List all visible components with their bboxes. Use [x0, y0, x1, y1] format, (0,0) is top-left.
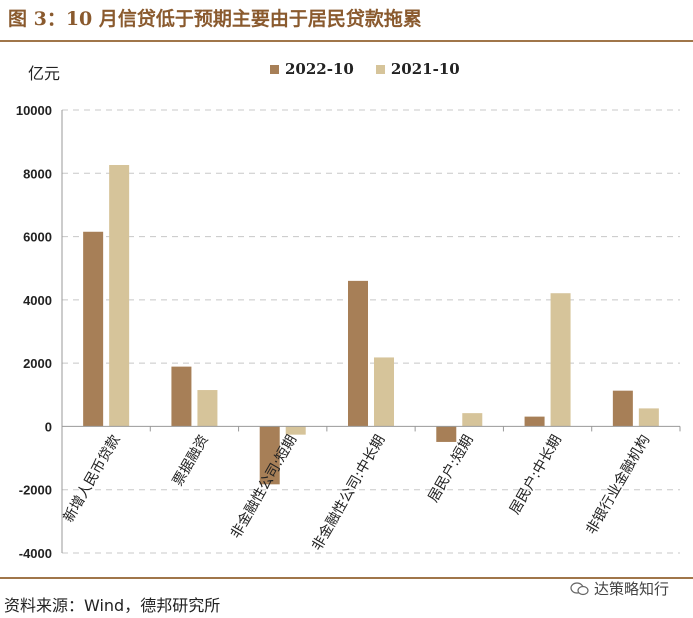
source-note: 资料来源：Wind，德邦研究所	[4, 596, 221, 615]
bar-2022	[171, 366, 192, 427]
bar-2021	[462, 413, 483, 427]
y-tick-label: 8000	[23, 166, 52, 181]
watermark-text: 达策略知行	[593, 580, 669, 598]
watermark: 达策略知行	[570, 578, 669, 599]
bar-2021	[638, 408, 659, 427]
x-category-label: 新增人民币贷款	[61, 432, 124, 525]
bar-2022	[83, 231, 104, 427]
bar-2022	[612, 390, 633, 427]
x-category-label: 居民户:中长期	[506, 432, 565, 517]
x-category-label: 非金融性公司:中长期	[309, 432, 388, 553]
bar-2021	[550, 293, 571, 427]
bar-2022	[524, 416, 545, 427]
bar-2022	[436, 426, 457, 442]
chart-legend: 2022-10 2021-10	[270, 60, 482, 78]
y-tick-label: -2000	[19, 483, 52, 498]
y-tick-label: 6000	[23, 230, 52, 245]
x-category-label: 居民户:短期	[425, 432, 477, 505]
figure-title: 图 3：10 月信贷低于预期主要由于居民贷款拖累	[8, 8, 422, 30]
x-category-label: 非银行业金融机构	[583, 432, 653, 537]
y-tick-label: 2000	[23, 356, 52, 371]
y-tick-label: 0	[45, 419, 52, 434]
bar-2021	[197, 390, 218, 427]
title-divider	[0, 40, 693, 42]
legend-swatch-2022	[270, 64, 279, 74]
y-axis-unit-label: 亿元	[28, 64, 61, 83]
y-tick-label: -4000	[19, 546, 52, 561]
legend-item-2021: 2021-10	[375, 60, 460, 78]
y-tick-label: 10000	[16, 103, 52, 118]
footer-divider	[0, 577, 693, 579]
bar-2021	[285, 426, 306, 435]
y-tick-label: 4000	[23, 293, 52, 308]
bar-2022	[348, 280, 368, 427]
bar-2021	[374, 357, 394, 427]
wechat-logo-icon	[570, 581, 589, 595]
legend-label-2022: 2022-10	[285, 60, 354, 78]
legend-swatch-2021	[375, 64, 385, 74]
bar-2022	[259, 426, 280, 485]
bar-2021	[109, 164, 130, 427]
x-category-label: 票据融资	[170, 432, 212, 488]
legend-item-2022: 2022-10	[270, 60, 354, 78]
legend-label-2021: 2021-10	[390, 60, 460, 78]
